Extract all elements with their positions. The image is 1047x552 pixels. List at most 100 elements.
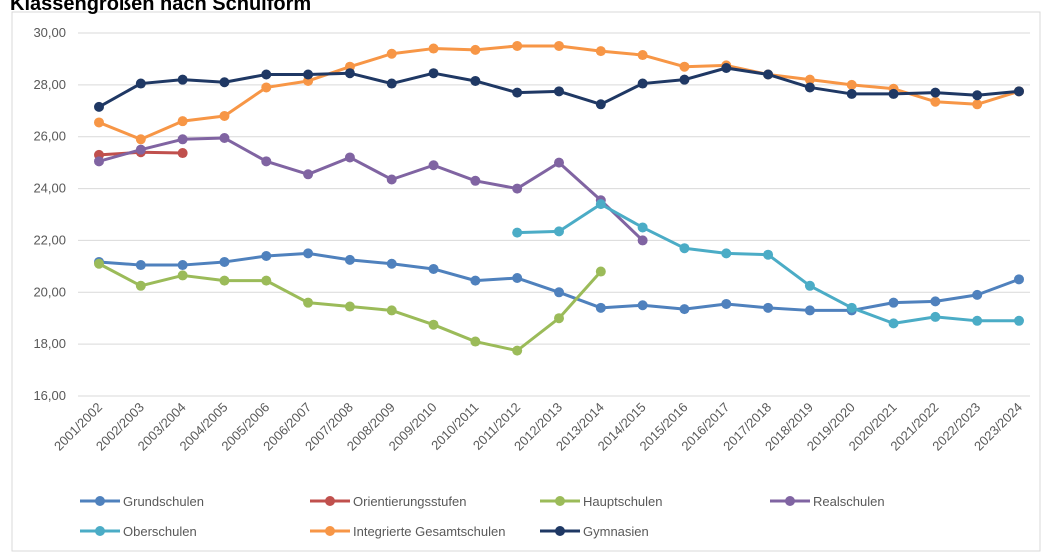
data-point xyxy=(595,99,606,110)
data-point xyxy=(470,275,481,286)
data-point xyxy=(428,68,439,79)
data-point xyxy=(177,116,188,127)
data-point xyxy=(177,270,188,281)
data-point xyxy=(804,74,815,85)
legend-label: Realschulen xyxy=(813,494,885,509)
data-point xyxy=(804,305,815,316)
legend-marker xyxy=(785,496,795,506)
data-point xyxy=(930,96,941,107)
data-point xyxy=(554,40,564,51)
data-point xyxy=(763,302,774,313)
data-point xyxy=(177,260,188,271)
data-point xyxy=(804,82,815,93)
data-point xyxy=(512,345,523,356)
y-tick-label: 30,00 xyxy=(33,25,66,40)
legend-label: Orientierungsstufen xyxy=(353,494,466,509)
legend-marker xyxy=(95,526,105,536)
legend-label: Gymnasien xyxy=(583,524,649,539)
y-tick-label: 22,00 xyxy=(33,232,66,247)
data-point xyxy=(679,304,690,315)
legend-label: Oberschulen xyxy=(123,524,197,539)
data-point xyxy=(637,300,648,311)
legend-marker xyxy=(95,496,105,506)
data-point xyxy=(177,134,188,145)
chart-title: Klassengrößen nach Schulform xyxy=(10,0,311,15)
y-tick-label: 18,00 xyxy=(33,336,66,351)
data-point xyxy=(135,134,146,145)
data-point xyxy=(512,273,523,284)
data-point xyxy=(177,74,188,85)
data-point xyxy=(261,156,272,167)
data-point xyxy=(972,90,983,101)
data-point xyxy=(846,79,857,90)
data-point xyxy=(470,175,481,186)
y-tick-label: 24,00 xyxy=(33,181,66,196)
data-point xyxy=(804,280,815,291)
y-tick-label: 26,00 xyxy=(33,129,66,144)
data-point xyxy=(888,297,899,308)
y-tick-label: 20,00 xyxy=(33,284,66,299)
data-point xyxy=(679,243,690,254)
data-point xyxy=(679,61,690,72)
data-point xyxy=(219,133,230,144)
data-point xyxy=(721,248,732,259)
y-tick-label: 16,00 xyxy=(33,388,66,403)
data-point xyxy=(428,319,439,330)
data-point xyxy=(554,313,564,324)
data-point xyxy=(344,254,355,265)
data-point xyxy=(554,86,564,97)
data-point xyxy=(94,117,104,128)
y-tick-label: 28,00 xyxy=(33,77,66,92)
data-point xyxy=(303,169,314,180)
data-point xyxy=(1014,86,1024,97)
data-point xyxy=(512,40,523,51)
data-point xyxy=(386,174,397,185)
data-point xyxy=(470,75,481,86)
data-point xyxy=(303,248,314,259)
data-point xyxy=(637,222,648,233)
data-point xyxy=(554,226,564,237)
data-point xyxy=(386,258,397,269)
data-point xyxy=(428,160,439,171)
data-point xyxy=(846,88,857,99)
data-point xyxy=(679,74,690,85)
data-point xyxy=(428,43,439,54)
data-point xyxy=(135,78,146,89)
data-point xyxy=(512,183,523,194)
data-point xyxy=(763,69,774,80)
data-point xyxy=(261,69,272,80)
data-point xyxy=(930,296,941,307)
data-point xyxy=(512,227,523,238)
data-point xyxy=(972,99,983,110)
data-point xyxy=(888,318,899,329)
data-point xyxy=(595,199,606,210)
data-point xyxy=(261,82,272,93)
data-point xyxy=(470,44,481,55)
data-point xyxy=(637,50,648,61)
legend-marker xyxy=(325,496,335,506)
data-point xyxy=(930,311,941,322)
data-point xyxy=(94,101,104,112)
data-point xyxy=(135,144,146,155)
data-point xyxy=(721,298,732,309)
data-point xyxy=(219,110,230,121)
legend-label: Hauptschulen xyxy=(583,494,663,509)
data-point xyxy=(303,69,314,80)
data-point xyxy=(595,302,606,313)
data-point xyxy=(888,88,899,99)
data-point xyxy=(512,87,523,98)
legend-marker xyxy=(555,526,565,536)
data-point xyxy=(972,289,983,300)
data-point xyxy=(470,336,481,347)
data-point xyxy=(428,263,439,274)
data-point xyxy=(595,266,606,277)
data-point xyxy=(219,77,230,88)
data-point xyxy=(930,87,941,98)
data-point xyxy=(637,78,648,89)
data-point xyxy=(386,305,397,316)
data-point xyxy=(554,287,564,298)
data-point xyxy=(261,275,272,286)
data-point xyxy=(554,157,564,168)
legend-label: Integrierte Gesamtschulen xyxy=(353,524,505,539)
